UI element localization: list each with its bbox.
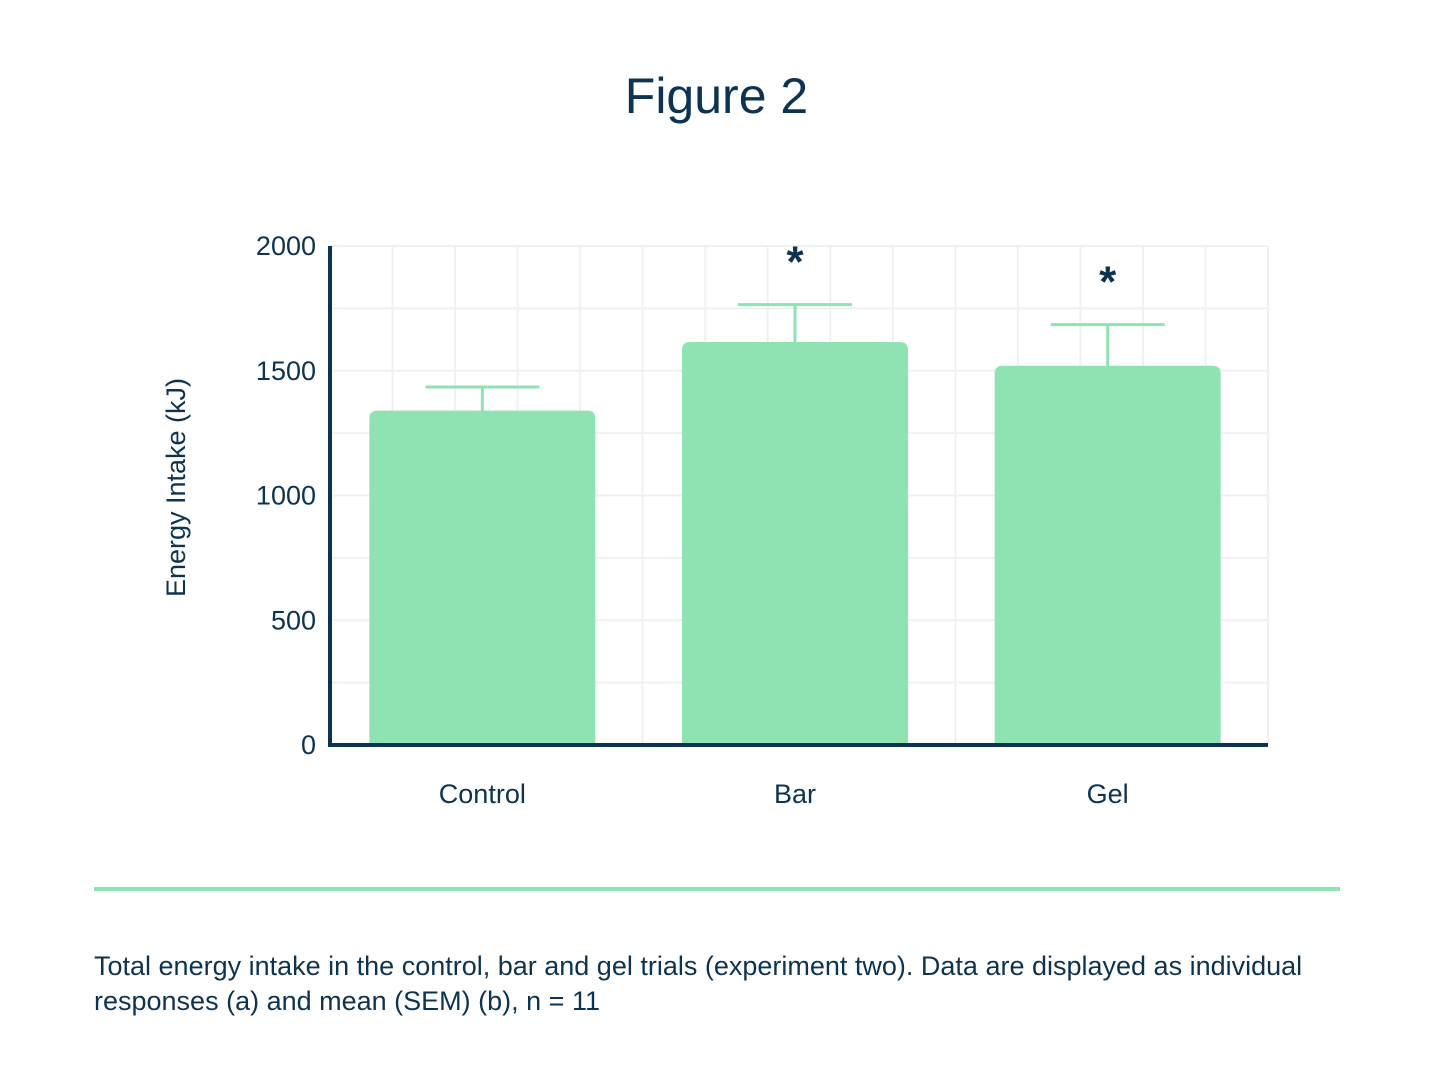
chart-labels: Control * Bar * Gel 0 500 1000 1500 2000 Energy In… <box>161 231 1129 809</box>
bar-chart: Control * Bar * Gel 0 500 1000 1500 2000 Energy In… <box>161 231 1269 809</box>
significance-marker-bar: * <box>786 238 804 287</box>
bar-gel <box>994 365 1221 745</box>
figure-caption: Total energy intake in the control, bar … <box>94 951 1303 1016</box>
x-tick-label-gel: Gel <box>1087 779 1129 809</box>
chart-axes <box>328 246 1268 747</box>
y-tick-label: 1000 <box>256 481 316 511</box>
y-axis-label: Energy Intake (kJ) <box>161 378 191 597</box>
bar-bar <box>682 342 908 745</box>
y-tick-label: 500 <box>271 605 316 635</box>
chart-bars <box>369 303 1221 745</box>
x-tick-label-control: Control <box>439 779 526 809</box>
significance-marker-gel: * <box>1099 258 1117 307</box>
caption-divider <box>94 887 1340 891</box>
y-tick-label: 1500 <box>256 356 316 386</box>
y-tick-label: 0 <box>301 730 316 760</box>
y-tick-label: 2000 <box>256 231 316 261</box>
figure-title: Figure 2 <box>624 68 809 124</box>
x-tick-label-bar: Bar <box>774 779 816 809</box>
bar-control <box>369 410 596 745</box>
